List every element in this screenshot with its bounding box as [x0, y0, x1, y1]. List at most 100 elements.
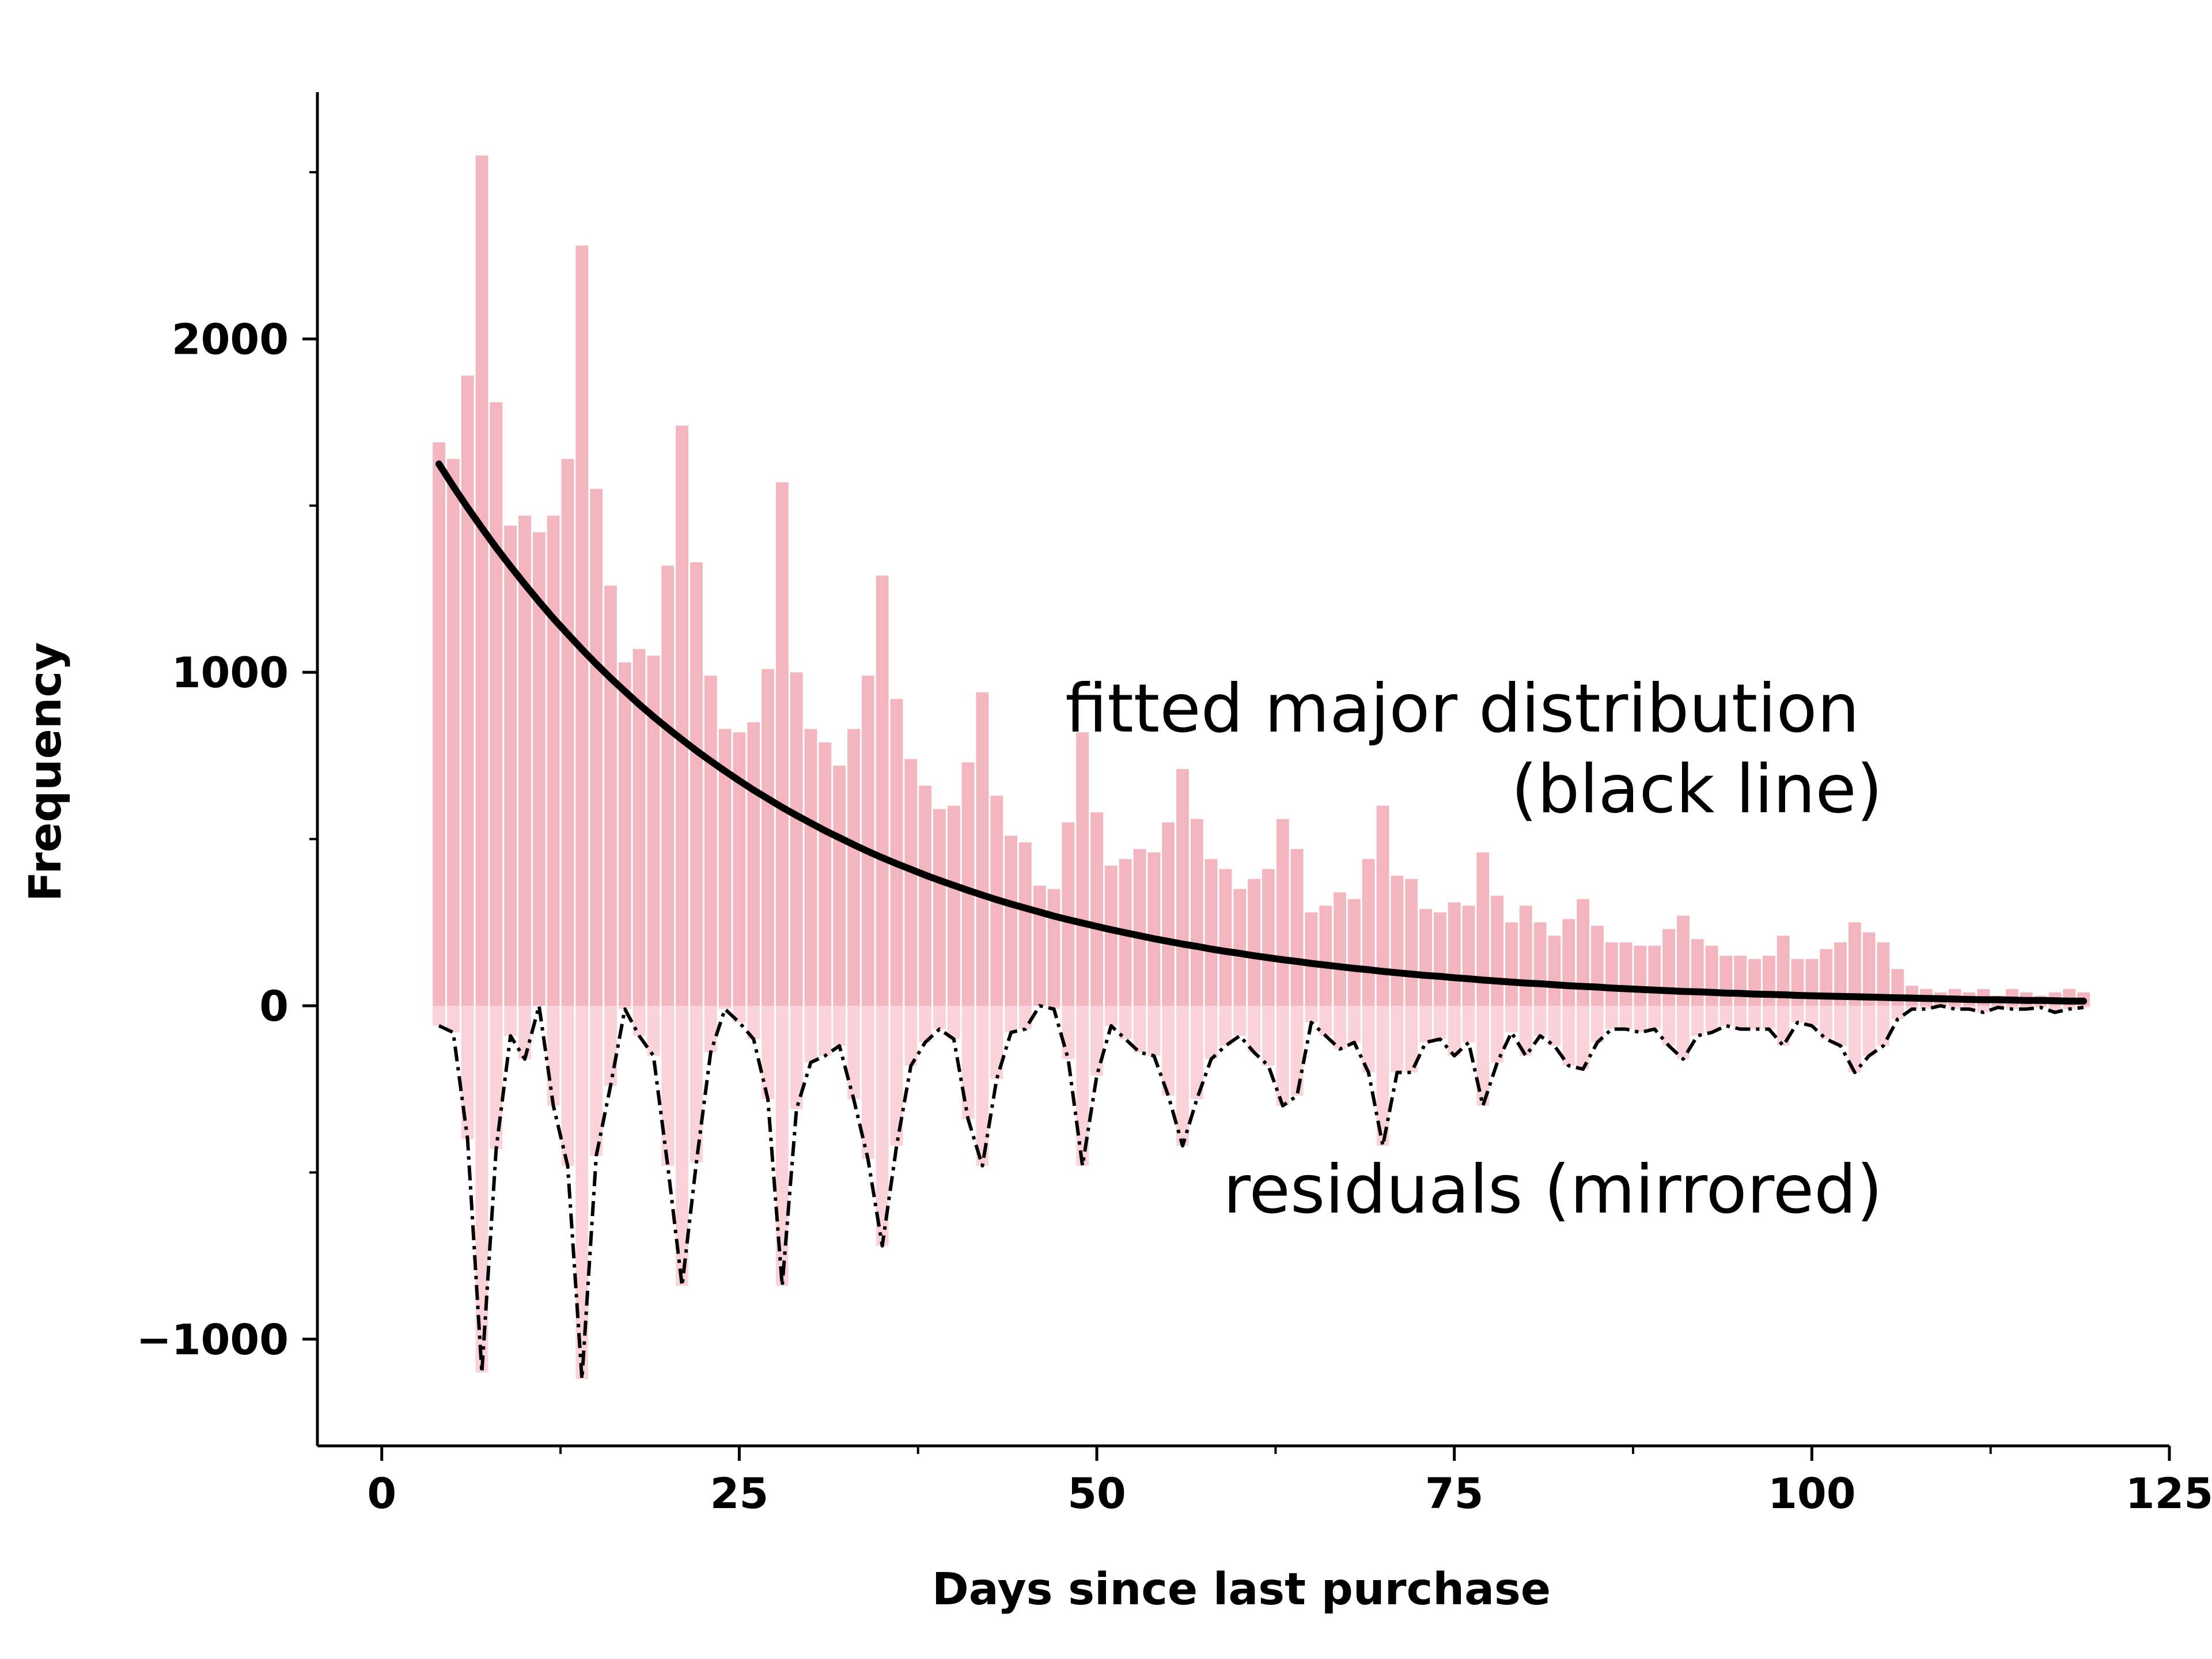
residual-bar [604, 1005, 617, 1086]
bar [1233, 889, 1247, 1006]
bar [1104, 865, 1118, 1006]
residual-bar [1533, 1005, 1547, 1036]
residual-bar [904, 1005, 918, 1066]
residual-bar [1419, 1005, 1432, 1043]
bar [618, 662, 631, 1006]
residual-bar [1619, 1005, 1633, 1029]
bar [1433, 912, 1446, 1006]
residual-bar [1347, 1005, 1361, 1043]
bar [718, 729, 732, 1006]
bar [1205, 859, 1218, 1006]
tick-marks [302, 171, 2171, 1461]
residual-bar [1862, 1005, 1876, 1056]
residual-bar [1848, 1005, 1861, 1073]
residual-bar [1834, 1005, 1847, 1046]
bar [819, 742, 832, 1006]
bar [532, 532, 546, 1006]
bar [1033, 885, 1046, 1006]
residual-bar [1233, 1005, 1247, 1036]
bar [933, 809, 946, 1006]
bar [1705, 945, 1718, 1006]
residual-bar [1791, 1005, 1804, 1022]
bar [1634, 945, 1647, 1006]
bar [1519, 906, 1532, 1006]
residual-bar [1290, 1005, 1304, 1096]
bar [1276, 819, 1289, 1006]
residual-bar [819, 1005, 832, 1056]
bar [1762, 956, 1775, 1006]
residual-bar [1362, 1005, 1375, 1073]
residual-bar [804, 1005, 817, 1063]
residual-bar [1319, 1005, 1332, 1036]
bar [1605, 942, 1618, 1006]
bar [490, 402, 503, 1006]
residual-bar [1548, 1005, 1561, 1046]
bar [1748, 959, 1761, 1006]
residual-bar [704, 1005, 717, 1052]
residual-bar [1190, 1005, 1203, 1100]
residual-bar [561, 1005, 574, 1166]
bar [661, 565, 675, 1006]
residual-bar [1448, 1005, 1461, 1056]
bar [890, 699, 903, 1006]
residual-bar [1205, 1005, 1218, 1059]
residual-bar [647, 1005, 660, 1056]
bar [590, 488, 603, 1006]
bar [676, 425, 688, 1006]
x-tick-label: 50 [1067, 1469, 1126, 1518]
bar [1190, 819, 1203, 1006]
residual-line [438, 1004, 2084, 1381]
residual-bar [1591, 1005, 1604, 1043]
residual-bar [1662, 1005, 1676, 1046]
bar [575, 245, 589, 1006]
residual-bar [833, 1005, 846, 1046]
fit-line [435, 460, 2087, 1005]
bar [861, 675, 874, 1006]
bar [632, 649, 646, 1006]
residual-bar [475, 1005, 488, 1373]
residual-bar [690, 1005, 703, 1163]
bar [1619, 942, 1633, 1006]
residual-bar [1491, 1005, 1504, 1063]
residual-bar [2077, 1005, 2090, 1007]
residual-bar [661, 1005, 675, 1166]
bar [1018, 842, 1032, 1006]
residual-bar [1276, 1005, 1289, 1106]
residual-bar [1920, 1005, 1933, 1009]
residual-bar [1820, 1005, 1833, 1039]
x-axis-title: Days since last purchase [932, 1564, 1551, 1615]
residual-bar [1605, 1005, 1618, 1029]
bar [1734, 956, 1747, 1006]
residual-bar [1090, 1005, 1103, 1076]
bar [1162, 822, 1175, 1006]
residual-bar [747, 1005, 760, 1039]
residual-bar [1719, 1005, 1733, 1026]
bar [1505, 922, 1518, 1006]
bar [1405, 879, 1418, 1006]
bar [961, 762, 975, 1006]
residual-bar [1877, 1005, 1890, 1046]
bar [1147, 852, 1161, 1006]
x-tick-label: 75 [1425, 1469, 1484, 1518]
bar [1133, 849, 1146, 1006]
bar [690, 562, 703, 1006]
bar [1262, 869, 1275, 1006]
residual-bar [1562, 1005, 1575, 1066]
tick-labels: 0 25 50 75 100 125 −1000 0 1000 2000 [137, 315, 2212, 1518]
bar [1676, 915, 1690, 1006]
bar [919, 785, 932, 1006]
bar [1219, 869, 1232, 1006]
residual-bar [1705, 1005, 1718, 1033]
bar [1391, 876, 1404, 1006]
residual-bar [861, 1005, 874, 1160]
bar [947, 805, 960, 1006]
annotation-fit-line: fitted major distribution [1065, 670, 1859, 748]
y-tick-label: 2000 [172, 315, 289, 364]
residual-bar [1162, 1005, 1175, 1096]
bar [1305, 912, 1318, 1006]
residual-bar [1519, 1005, 1532, 1056]
residual-bar [1762, 1005, 1775, 1029]
bar [1476, 852, 1490, 1006]
bar [775, 482, 789, 1006]
bar [747, 722, 760, 1006]
